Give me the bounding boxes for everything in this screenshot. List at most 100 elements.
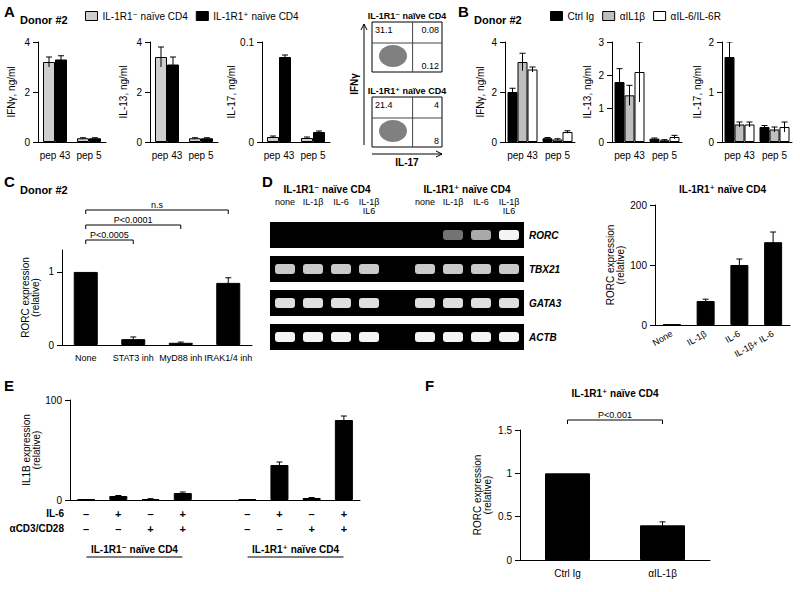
svg-text:+: +	[180, 523, 186, 535]
svg-text:2: 2	[491, 87, 497, 98]
svg-text:IL-1R1⁺ naïve CD4: IL-1R1⁺ naïve CD4	[213, 11, 299, 22]
svg-text:2: 2	[708, 37, 714, 48]
svg-text:pep 5: pep 5	[545, 150, 570, 161]
svg-text:–: –	[276, 523, 282, 535]
svg-text:1: 1	[506, 468, 512, 479]
svg-text:IL-1R1⁻ naïve CD4: IL-1R1⁻ naïve CD4	[91, 544, 178, 555]
svg-text:+: +	[276, 508, 282, 520]
svg-text:IRAK1/4 inh: IRAK1/4 inh	[204, 353, 252, 363]
svg-text:IL-6: IL-6	[473, 197, 489, 207]
svg-text:(relative): (relative)	[30, 278, 41, 317]
svg-text:0: 0	[598, 137, 604, 148]
svg-text:pep 5: pep 5	[652, 150, 677, 161]
svg-text:pep 5: pep 5	[300, 150, 325, 161]
svg-text:αCD3/CD28: αCD3/CD28	[10, 523, 65, 534]
svg-text:4: 4	[434, 100, 439, 110]
svg-text:P<0.001: P<0.001	[598, 410, 632, 420]
svg-text:0: 0	[24, 137, 30, 148]
svg-text:200: 200	[630, 200, 647, 211]
svg-text:(relative): (relative)	[615, 246, 626, 285]
svg-text:0: 0	[248, 137, 254, 148]
svg-text:100: 100	[45, 395, 62, 406]
svg-text:IL6: IL6	[363, 206, 376, 216]
svg-text:2: 2	[598, 70, 604, 81]
svg-text:D: D	[262, 173, 273, 190]
svg-text:IL-1R1⁺ naïve CD4: IL-1R1⁺ naïve CD4	[679, 184, 766, 195]
svg-text:A: A	[4, 3, 15, 20]
svg-text:0.08: 0.08	[421, 25, 439, 35]
svg-text:IL-6: IL-6	[46, 508, 64, 519]
svg-text:pep 43: pep 43	[152, 150, 183, 161]
svg-text:pep 43: pep 43	[264, 150, 295, 161]
svg-text:IL-13, ng/ml: IL-13, ng/ml	[118, 66, 129, 119]
svg-text:Donor #2: Donor #2	[474, 14, 522, 26]
svg-text:F: F	[425, 377, 434, 394]
svg-text:ACTB: ACTB	[528, 332, 557, 343]
svg-text:None: None	[75, 353, 97, 363]
svg-text:0: 0	[48, 340, 54, 351]
svg-text:GATA3: GATA3	[529, 298, 562, 309]
svg-text:31.1: 31.1	[375, 25, 393, 35]
svg-text:IL6: IL6	[503, 206, 516, 216]
svg-text:IFNγ, ng/ml: IFNγ, ng/ml	[6, 66, 17, 117]
svg-text:8: 8	[434, 136, 439, 146]
svg-text:+: +	[341, 523, 347, 535]
svg-text:IL-1R1⁺ naïve CD4: IL-1R1⁺ naïve CD4	[424, 184, 511, 195]
svg-text:3: 3	[598, 37, 604, 48]
svg-text:21.4: 21.4	[375, 100, 393, 110]
svg-text:IL-1R1⁺ naïve CD4: IL-1R1⁺ naïve CD4	[572, 388, 659, 399]
svg-text:+: +	[115, 508, 121, 520]
svg-text:IL-17, ng/ml: IL-17, ng/ml	[692, 66, 703, 119]
svg-text:MyD88 inh: MyD88 inh	[159, 353, 202, 363]
svg-text:–: –	[244, 508, 250, 520]
svg-text:C: C	[4, 173, 15, 190]
svg-text:E: E	[4, 377, 14, 394]
svg-text:0: 0	[491, 137, 497, 148]
svg-text:IL-1R1⁻ naïve CD4: IL-1R1⁻ naïve CD4	[284, 184, 371, 195]
svg-text:αIL-6/IL-6R: αIL-6/IL-6R	[671, 11, 721, 22]
svg-text:IL-1R1⁺ naïve CD4: IL-1R1⁺ naïve CD4	[252, 544, 339, 555]
svg-text:–: –	[244, 523, 250, 535]
svg-text:4: 4	[136, 37, 142, 48]
svg-text:2: 2	[136, 87, 142, 98]
svg-text:0.5: 0.5	[498, 511, 512, 522]
svg-text:(relative): (relative)	[31, 431, 42, 470]
svg-text:IFNγ: IFNγ	[349, 73, 360, 95]
svg-text:2: 2	[24, 87, 30, 98]
svg-text:IL-1β+ IL-6: IL-1β+ IL-6	[733, 329, 776, 360]
svg-text:B: B	[458, 3, 469, 20]
svg-text:(relative): (relative)	[482, 476, 493, 515]
svg-text:n.s: n.s	[151, 200, 164, 210]
svg-text:αIL-1β: αIL-1β	[648, 568, 677, 579]
svg-text:0: 0	[641, 320, 647, 331]
svg-text:pep 43: pep 43	[614, 150, 645, 161]
svg-text:P<0.0001: P<0.0001	[114, 215, 153, 225]
svg-text:0.12: 0.12	[421, 61, 439, 71]
svg-text:IL-1R1⁻ naïve CD4: IL-1R1⁻ naïve CD4	[103, 11, 189, 22]
svg-text:TBX21: TBX21	[529, 264, 561, 275]
svg-text:0: 0	[708, 137, 714, 148]
svg-text:–: –	[115, 523, 121, 535]
svg-text:IL-1β: IL-1β	[303, 197, 324, 207]
svg-text:–: –	[83, 523, 89, 535]
svg-text:IL-1β: IL-1β	[443, 197, 464, 207]
svg-text:pep 5: pep 5	[188, 150, 213, 161]
svg-text:RORC: RORC	[529, 230, 559, 241]
svg-text:1: 1	[708, 87, 714, 98]
svg-text:pep 43: pep 43	[507, 150, 538, 161]
svg-text:IL-6: IL-6	[723, 329, 741, 345]
svg-text:none: none	[415, 197, 435, 207]
svg-text:Ctrl Ig: Ctrl Ig	[568, 11, 595, 22]
svg-text:1.5: 1.5	[498, 425, 512, 436]
svg-text:0: 0	[56, 495, 62, 506]
svg-text:0.1: 0.1	[240, 37, 254, 48]
svg-text:IL-1R1⁻ naïve CD4: IL-1R1⁻ naïve CD4	[368, 11, 446, 21]
svg-text:IFNγ, ng/ml: IFNγ, ng/ml	[475, 66, 486, 117]
svg-text:IL-17: IL-17	[395, 157, 419, 168]
svg-text:None: None	[651, 329, 675, 348]
svg-text:+: +	[341, 508, 347, 520]
svg-text:–: –	[83, 508, 89, 520]
svg-text:pep 43: pep 43	[40, 150, 71, 161]
svg-text:+: +	[308, 523, 314, 535]
svg-text:–: –	[309, 508, 315, 520]
